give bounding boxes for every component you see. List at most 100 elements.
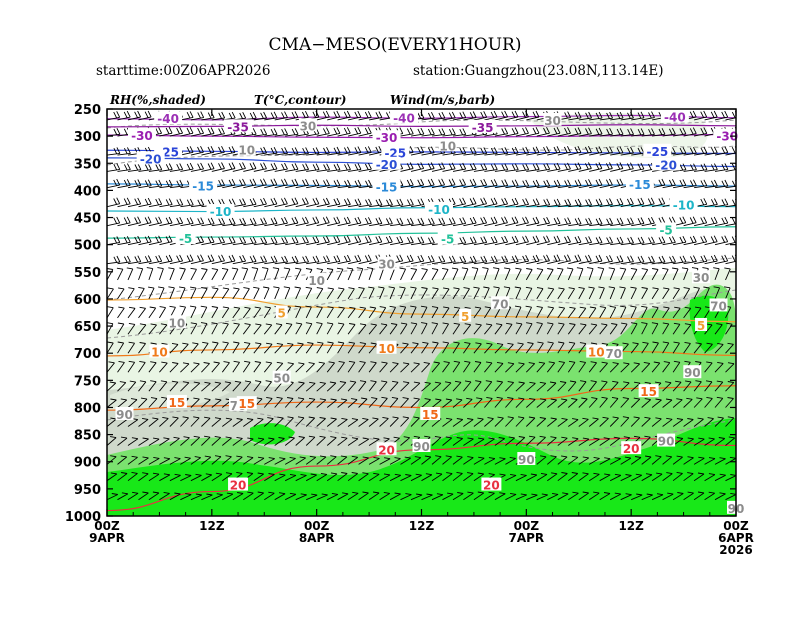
y-tick-label: 400 [74, 184, 101, 199]
wind-barb [358, 217, 372, 227]
wind-barb [473, 111, 488, 121]
wind-barb [463, 162, 477, 172]
wind-barb [337, 360, 345, 373]
wind-barb [672, 267, 679, 281]
wind-barb [107, 417, 117, 427]
wind-barb [232, 341, 240, 354]
temperature-contour-label: 15 [422, 408, 439, 422]
rh-contour-label: 90 [684, 366, 701, 380]
rh-shading [107, 113, 736, 516]
wind-barb [463, 341, 471, 354]
wind-barb [127, 110, 142, 121]
wind-barb [557, 254, 571, 265]
wind-barb [484, 147, 498, 156]
wind-barb [347, 455, 359, 465]
wind-barb [127, 179, 142, 189]
wind-barb [107, 287, 114, 300]
wind-barb [326, 455, 337, 465]
wind-barb [326, 322, 334, 335]
wind-barb [536, 126, 550, 137]
wind-barb [421, 217, 435, 227]
x-tick-label: 00Z [514, 519, 540, 533]
wind-barb [599, 492, 611, 501]
wind-barb [159, 361, 168, 373]
wind-barb [410, 381, 421, 392]
wind-barb [683, 341, 691, 354]
wind-barb [515, 473, 527, 482]
wind-barb [714, 323, 723, 335]
wind-barb [400, 474, 412, 482]
wind-barb [410, 342, 419, 354]
temperature-label-background [376, 442, 397, 456]
wind-barb [442, 322, 449, 335]
wind-barb [683, 255, 697, 265]
wind-barb [662, 306, 670, 319]
wind-barb [264, 473, 275, 482]
wind-barb [379, 198, 393, 208]
wind-barb [641, 473, 653, 482]
wind-barb [515, 436, 526, 446]
wind-barb [578, 217, 593, 227]
wind-barb [126, 267, 134, 281]
wind-barb [389, 323, 398, 335]
wind-barb [588, 456, 600, 465]
wind-barb [473, 456, 485, 465]
wind-barb [180, 111, 194, 121]
wind-barb [505, 397, 514, 408]
wind-barb [400, 178, 414, 189]
wind-barb [410, 493, 423, 501]
wind-barb [222, 436, 232, 446]
wind-barb [567, 341, 576, 354]
wind-barb [400, 456, 411, 465]
temperature-contour-label: 10 [378, 342, 395, 356]
wind-barb [368, 491, 380, 501]
wind-barb [180, 493, 192, 501]
wind-barb [127, 287, 135, 300]
wind-barb [641, 361, 651, 373]
legend-temperature: T(°C,contour) [254, 93, 346, 107]
wind-barb [672, 455, 683, 465]
wind-barb [651, 455, 662, 465]
wind-barb [431, 381, 442, 392]
wind-barb [138, 306, 146, 319]
wind-barb [451, 267, 459, 281]
wind-barb [693, 110, 708, 121]
wind-barb [420, 305, 428, 319]
wind-barb [630, 416, 640, 427]
wind-barb [388, 286, 396, 300]
wind-barb [547, 126, 561, 137]
wind-barb [631, 217, 645, 227]
wind-barb [285, 255, 299, 265]
wind-barb [683, 287, 690, 300]
wind-barb [473, 437, 485, 446]
wind-barb [515, 342, 524, 354]
rh-label-background [377, 256, 396, 270]
wind-barb [683, 456, 694, 465]
wind-barb [263, 361, 273, 373]
temperature-label-background [372, 156, 401, 170]
wind-barb [358, 491, 369, 501]
wind-barb [253, 255, 268, 265]
wind-barb [211, 417, 222, 427]
wind-barb [504, 267, 511, 281]
wind-barb [232, 436, 243, 446]
wind-barb [138, 179, 152, 189]
temperature-label-background [656, 222, 677, 236]
wind-barb [159, 416, 169, 427]
wind-barb [588, 323, 598, 335]
wind-barb [389, 457, 401, 465]
temperature-contour-label: -30 [716, 130, 738, 144]
wind-barb [641, 455, 652, 465]
wind-barb [473, 147, 488, 156]
wind-barb [694, 127, 708, 137]
wind-barb [421, 361, 431, 373]
wind-barb [431, 361, 441, 373]
rh-contour-label: 50 [273, 372, 290, 386]
wind-barb [421, 146, 435, 156]
wind-barb [389, 492, 401, 501]
wind-barb [169, 198, 184, 208]
wind-barb [599, 396, 608, 408]
rh-contour-label: 10 [439, 139, 456, 153]
wind-barb [421, 341, 429, 354]
wind-barb [316, 163, 331, 172]
